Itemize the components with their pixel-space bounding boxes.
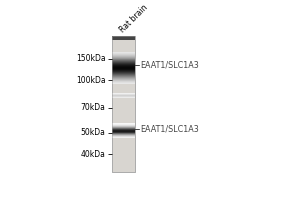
Bar bbox=[112, 78, 135, 79]
Text: EAAT1/SLC1A3: EAAT1/SLC1A3 bbox=[140, 60, 199, 69]
Bar bbox=[112, 58, 135, 59]
Bar bbox=[112, 59, 135, 60]
Bar bbox=[112, 55, 135, 56]
Bar bbox=[112, 56, 135, 57]
Bar bbox=[112, 124, 135, 125]
Bar bbox=[112, 94, 135, 95]
Bar bbox=[112, 73, 135, 74]
Bar bbox=[112, 57, 135, 58]
Bar bbox=[112, 128, 135, 129]
Bar bbox=[112, 123, 135, 124]
Bar bbox=[112, 127, 135, 128]
Bar bbox=[112, 55, 135, 56]
Bar bbox=[112, 63, 135, 64]
Bar bbox=[112, 126, 135, 127]
Bar bbox=[112, 97, 135, 98]
Bar bbox=[112, 36, 135, 40]
Bar bbox=[112, 67, 135, 68]
Bar bbox=[112, 97, 135, 98]
Text: EAAT1/SLC1A3: EAAT1/SLC1A3 bbox=[140, 125, 199, 134]
Bar bbox=[112, 79, 135, 80]
Bar bbox=[112, 94, 135, 95]
Bar bbox=[112, 76, 135, 77]
Bar bbox=[112, 56, 135, 57]
Bar bbox=[112, 127, 135, 128]
Bar bbox=[112, 78, 135, 79]
Bar bbox=[112, 74, 135, 75]
Bar bbox=[112, 64, 135, 65]
Bar bbox=[112, 81, 135, 82]
Bar bbox=[112, 52, 135, 53]
Bar bbox=[112, 129, 135, 130]
Bar bbox=[112, 128, 135, 129]
Bar bbox=[112, 77, 135, 78]
Bar bbox=[112, 79, 135, 80]
Bar bbox=[112, 67, 135, 68]
Bar bbox=[112, 125, 135, 126]
Bar bbox=[112, 129, 135, 130]
Bar bbox=[112, 133, 135, 134]
Bar bbox=[112, 95, 135, 96]
Text: 50kDa: 50kDa bbox=[80, 128, 105, 137]
Bar bbox=[112, 54, 135, 55]
Bar bbox=[112, 83, 135, 84]
Bar bbox=[112, 36, 135, 172]
Bar bbox=[112, 132, 135, 133]
Bar bbox=[112, 77, 135, 78]
Bar bbox=[112, 80, 135, 81]
Bar bbox=[112, 68, 135, 69]
Bar bbox=[112, 75, 135, 76]
Bar bbox=[112, 82, 135, 83]
Bar bbox=[112, 36, 135, 172]
Bar bbox=[112, 131, 135, 132]
Bar bbox=[112, 58, 135, 59]
Bar bbox=[112, 72, 135, 73]
Bar bbox=[112, 125, 135, 126]
Bar bbox=[112, 60, 135, 61]
Bar bbox=[112, 75, 135, 76]
Text: 40kDa: 40kDa bbox=[80, 150, 105, 159]
Bar bbox=[112, 76, 135, 77]
Bar bbox=[112, 136, 135, 137]
Bar bbox=[112, 54, 135, 55]
Bar bbox=[112, 71, 135, 72]
Bar bbox=[112, 95, 135, 96]
Bar bbox=[112, 65, 135, 66]
Bar bbox=[112, 66, 135, 67]
Bar bbox=[112, 80, 135, 81]
Bar bbox=[112, 57, 135, 58]
Bar bbox=[112, 70, 135, 71]
Text: Rat brain: Rat brain bbox=[118, 3, 150, 35]
Text: 150kDa: 150kDa bbox=[76, 54, 105, 63]
Text: 70kDa: 70kDa bbox=[80, 103, 105, 112]
Bar bbox=[112, 130, 135, 131]
Bar bbox=[112, 62, 135, 63]
Bar bbox=[112, 126, 135, 127]
Bar bbox=[112, 124, 135, 125]
Bar bbox=[112, 69, 135, 70]
Bar bbox=[112, 66, 135, 67]
Bar bbox=[112, 68, 135, 69]
Bar bbox=[112, 93, 135, 94]
Bar bbox=[112, 53, 135, 54]
Bar bbox=[112, 135, 135, 136]
Bar bbox=[112, 69, 135, 70]
Bar bbox=[112, 130, 135, 131]
Bar bbox=[112, 61, 135, 62]
Bar bbox=[112, 134, 135, 135]
Bar bbox=[112, 96, 135, 97]
Text: 100kDa: 100kDa bbox=[76, 76, 105, 85]
Bar bbox=[112, 65, 135, 66]
Bar bbox=[112, 131, 135, 132]
Bar bbox=[112, 132, 135, 133]
Bar bbox=[112, 137, 135, 138]
